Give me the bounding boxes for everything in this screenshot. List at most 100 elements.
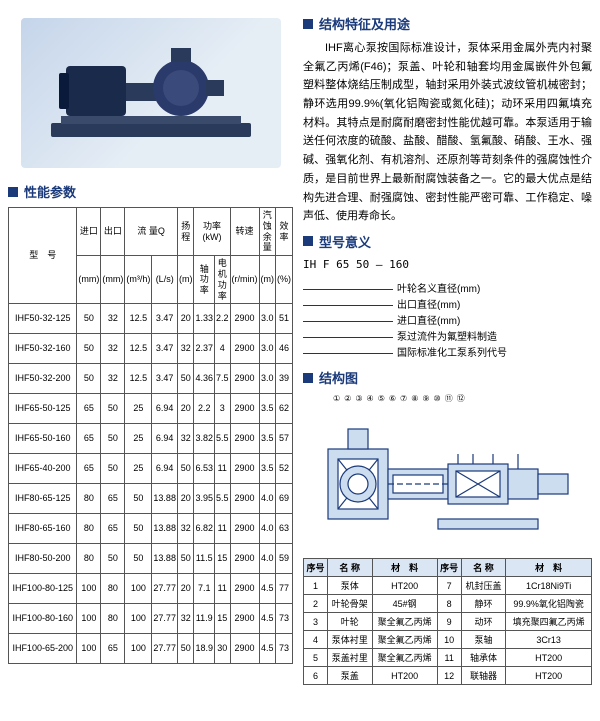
table-cell: 80	[77, 514, 101, 544]
th-rmin: (r/min)	[230, 256, 259, 304]
table-cell: 2900	[230, 454, 259, 484]
table-cell: 7.1	[194, 574, 215, 604]
table-cell: 32	[177, 514, 194, 544]
table-cell: 4	[304, 631, 328, 649]
table-cell: 3.47	[152, 304, 178, 334]
table-cell: 11	[214, 454, 230, 484]
table-cell: 2900	[230, 304, 259, 334]
table-cell: 11	[437, 649, 461, 667]
table-cell: 4.0	[259, 484, 276, 514]
table-cell: 50	[101, 544, 125, 574]
th-speed: 转速	[230, 208, 259, 256]
table-row: IHF100-80-1251008010027.77207.11129004.5…	[9, 574, 293, 604]
table-cell: 18.9	[194, 634, 215, 664]
leader-line	[303, 346, 393, 354]
table-cell: 2900	[230, 394, 259, 424]
table-cell: 7.5	[214, 364, 230, 394]
table-row: IHF65-50-1606550256.94323.825.529003.557	[9, 424, 293, 454]
table-cell: 泵体衬里	[328, 631, 373, 649]
table-cell: IHF80-65-160	[9, 514, 77, 544]
table-cell: 32	[177, 424, 194, 454]
table-cell: 59	[276, 544, 293, 574]
table-cell: 6.94	[152, 454, 178, 484]
table-row: IHF50-32-160503212.53.47322.37429003.046	[9, 334, 293, 364]
table-cell: 25	[125, 394, 152, 424]
table-cell: 27.77	[152, 574, 178, 604]
table-cell: IHF100-65-200	[9, 634, 77, 664]
table-cell: 叶轮	[328, 613, 373, 631]
table-row: 2叶轮骨架45#钢8静环99.9%氧化铝陶瓷	[304, 595, 592, 613]
model-meaning-label: 进口直径(mm)	[397, 314, 460, 330]
table-cell: 50	[177, 364, 194, 394]
table-cell: 25	[125, 424, 152, 454]
table-cell: 65	[101, 634, 125, 664]
table-cell: 30	[214, 634, 230, 664]
table-cell: 1.33	[194, 304, 215, 334]
th-model: 型 号	[9, 208, 77, 304]
table-cell: 100	[77, 574, 101, 604]
table-cell: IHF100-80-160	[9, 604, 77, 634]
table-cell: 5.5	[214, 484, 230, 514]
table-cell: 20	[177, 574, 194, 604]
usage-title: 结构特征及用途	[303, 14, 592, 33]
table-cell: IHF100-80-125	[9, 574, 77, 604]
table-cell: 13.88	[152, 484, 178, 514]
model-meaning-list: 叶轮名义直径(mm)出口直径(mm)进口直径(mm)泵过流件为氟塑料制造国际标准…	[303, 282, 592, 362]
table-cell: IHF80-50-200	[9, 544, 77, 574]
th-pct: (%)	[276, 256, 293, 304]
table-cell: 12.5	[125, 364, 152, 394]
table-cell: 50	[77, 334, 101, 364]
table-cell: 6.53	[194, 454, 215, 484]
table-cell: 6.94	[152, 424, 178, 454]
table-cell: 4.5	[259, 604, 276, 634]
table-cell: 50	[101, 394, 125, 424]
table-cell: 11.5	[194, 544, 215, 574]
table-cell: 15	[214, 544, 230, 574]
table-cell: 13.88	[152, 544, 178, 574]
table-cell: 3.5	[259, 424, 276, 454]
table-cell: 4.5	[259, 634, 276, 664]
model-meaning-row: 出口直径(mm)	[303, 298, 592, 314]
table-cell: 25	[125, 454, 152, 484]
table-cell: 100	[125, 634, 152, 664]
th-shaft: 轴功率	[194, 256, 215, 304]
table-cell: 39	[276, 364, 293, 394]
perf-title: 性能参数	[8, 182, 293, 201]
leader-line	[303, 282, 393, 290]
table-cell: 80	[101, 574, 125, 604]
th-npsh: 汽蚀余量	[259, 208, 276, 256]
table-cell: 80	[77, 484, 101, 514]
table-cell: 13.88	[152, 514, 178, 544]
model-meaning-row: 泵过流件为氟塑料制造	[303, 330, 592, 346]
table-cell: 2900	[230, 634, 259, 664]
page-root: 性能参数 型 号 进口 出口 流 量Q 扬程 功率(kW) 转速 汽蚀余量 效率…	[8, 8, 592, 685]
leader-line	[303, 314, 393, 322]
table-cell: 叶轮骨架	[328, 595, 373, 613]
table-cell: 32	[177, 604, 194, 634]
table-cell: 2900	[230, 484, 259, 514]
table-cell: 3.0	[259, 304, 276, 334]
table-cell: 32	[101, 304, 125, 334]
th-outlet: 出口	[101, 208, 125, 256]
table-cell: 2900	[230, 544, 259, 574]
struct-title-text: 结构图	[319, 368, 358, 387]
table-cell: HT200	[506, 649, 592, 667]
th-m1: (m)	[177, 256, 194, 304]
table-cell: IHF65-40-200	[9, 454, 77, 484]
model-meaning-row: 国际标准化工泵系列代号	[303, 346, 592, 362]
table-cell: 63	[276, 514, 293, 544]
table-cell: 80	[101, 604, 125, 634]
table-cell: 20	[177, 304, 194, 334]
table-cell: 泵体	[328, 577, 373, 595]
table-cell: 50	[177, 634, 194, 664]
table-cell: 52	[276, 454, 293, 484]
table-cell: 50	[177, 544, 194, 574]
table-cell: IHF65-50-160	[9, 424, 77, 454]
perf-title-text: 性能参数	[24, 182, 76, 201]
table-cell: 聚全氟乙丙烯	[372, 613, 437, 631]
table-cell: 51	[276, 304, 293, 334]
table-cell: 12.5	[125, 334, 152, 364]
table-cell: 3.82	[194, 424, 215, 454]
table-cell: 3.5	[259, 394, 276, 424]
struct-title: 结构图	[303, 368, 592, 387]
